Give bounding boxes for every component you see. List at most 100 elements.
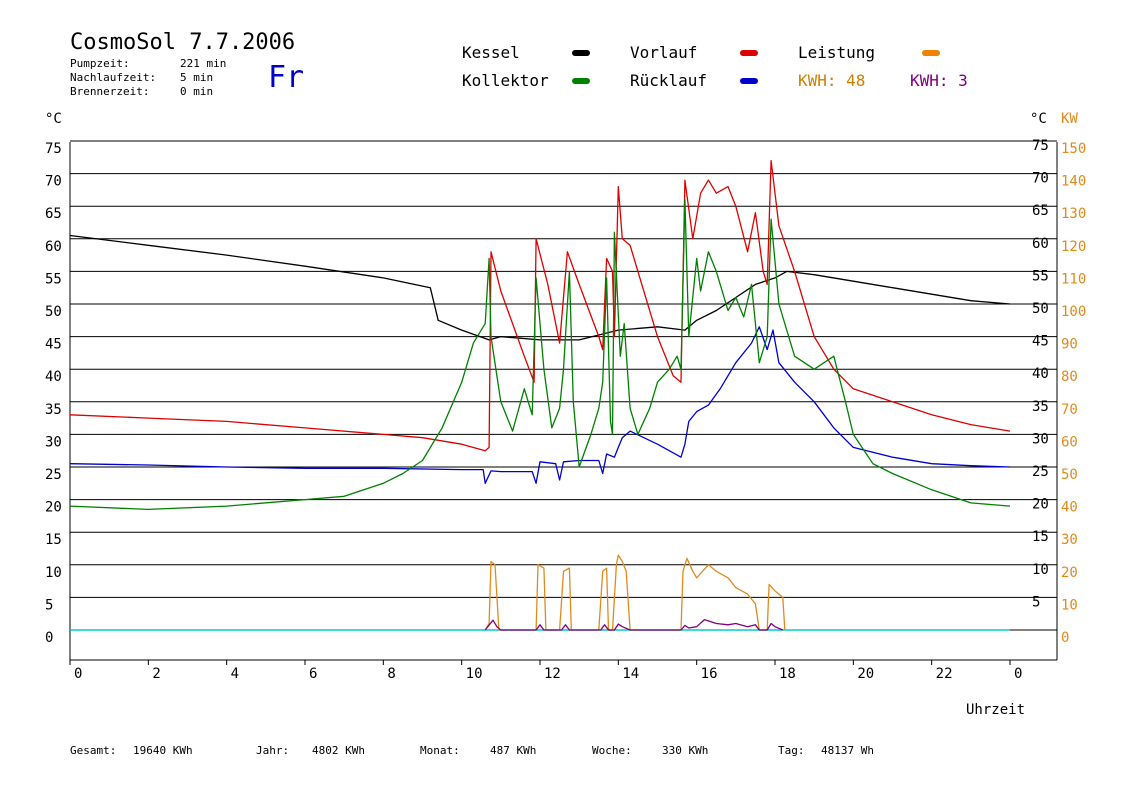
y-tick-left: 25 [45,467,62,483]
y-tick-right-kw: 30 [1061,532,1078,548]
y-tick-right-kw: 10 [1061,597,1078,613]
y-tick-right-kw: 90 [1061,337,1078,353]
x-axis-label: Uhrzeit [966,702,1025,718]
y-tick-right-c: 45 [1032,334,1049,350]
x-tick-label: 2 [152,666,160,682]
y-tick-right-c: 25 [1032,464,1049,480]
y-tick-left: 40 [45,369,62,385]
x-tick-label: 14 [622,666,639,682]
y-tick-left: 70 [45,174,62,190]
y-tick-right-c: 5 [1032,594,1040,610]
footer-tag-label: Tag: [778,744,805,757]
y-tick-left: 55 [45,271,62,287]
y-axis-label-right-c: °C [1030,111,1047,127]
legend-vorlauf-label: Vorlauf [630,43,698,62]
nachlauf-value: 5 min [180,71,214,84]
y-tick-left: 15 [45,532,62,548]
y-tick-right-kw: 40 [1061,500,1078,516]
legend-kessel-swatch [572,50,590,56]
y-tick-right-kw: 140 [1061,174,1086,190]
y-tick-right-c: 35 [1032,399,1049,415]
y-tick-right-c: 60 [1032,236,1049,252]
footer-monat-value: 487 KWh [490,744,537,757]
series-vorlauf-line [69,159,1011,452]
chart-title: CosmoSol 7.7.2006 [70,30,296,55]
footer-jahr-label: Jahr: [256,744,290,757]
y-tick-left: 30 [45,434,62,450]
legend-kollektor-swatch [572,78,590,84]
x-tick-label: 4 [231,666,239,682]
y-tick-right-c: 65 [1032,203,1049,219]
footer-monat-label: Monat: [420,744,460,757]
legend-leistung-label: Leistung [798,43,876,62]
y-tick-left: 75 [45,141,62,157]
legend-kessel-label: Kessel [462,43,520,62]
x-tick-label: 22 [936,666,953,682]
y-tick-left: 0 [45,630,53,646]
y-tick-left: 5 [45,597,53,613]
brenner-value: 0 min [180,85,214,98]
footer-tag-value: 48137 Wh [821,744,874,757]
y-tick-right-c: 50 [1032,301,1049,317]
y-tick-left: 50 [45,304,62,320]
x-tick-label: 10 [466,666,483,682]
y-axis-label-left: °C [45,111,62,127]
y-tick-right-c: 30 [1032,431,1049,447]
series-leistung-line [484,554,786,631]
y-tick-right-kw: 130 [1061,206,1086,222]
y-tick-right-kw: 20 [1061,565,1078,581]
y-tick-right-kw: 150 [1061,141,1086,157]
y-tick-right-c: 70 [1032,171,1049,187]
y-tick-left: 60 [45,239,62,255]
y-tick-right-kw: 80 [1061,369,1078,385]
footer-gesamt-value: 19640 KWh [133,744,193,757]
legend-ruecklauf-swatch [740,78,758,84]
nachlauf-label: Nachlaufzeit: [70,71,157,84]
series-kollektor-line [69,199,1011,511]
footer-woche-value: 330 KWh [662,744,709,757]
y-tick-right-c: 75 [1032,138,1049,154]
legend-leistung-swatch [922,50,940,56]
y-tick-right-c: 40 [1032,366,1049,382]
y-tick-left: 65 [45,206,62,222]
y-tick-right-c: 55 [1032,268,1049,284]
y-tick-right-kw: 70 [1061,402,1078,418]
legend-kwh-total: KWH: 48 [798,71,866,90]
legend-vorlauf-swatch [740,50,758,56]
y-tick-right-kw: 120 [1061,239,1086,255]
series-kwh-3-line [484,618,784,631]
y-axis-label-right-kw: KW [1061,111,1078,127]
x-tick-label: 16 [701,666,718,682]
y-tick-right-kw: 50 [1061,467,1078,483]
y-tick-right-kw: 0 [1061,630,1069,646]
y-tick-right-c: 20 [1032,497,1049,513]
y-tick-left: 20 [45,500,62,516]
series-kessel-line [69,234,1011,341]
legend-kollektor-label: Kollektor [462,71,549,90]
y-tick-right-c: 15 [1032,529,1049,545]
footer-gesamt-label: Gesamt: [70,744,117,757]
x-tick-label: 0 [74,666,82,682]
y-tick-left: 35 [45,402,62,418]
x-tick-label: 18 [779,666,796,682]
y-tick-right-kw: 100 [1061,304,1086,320]
y-tick-left: 10 [45,565,62,581]
pump-value: 221 min [180,57,227,70]
x-tick-label: 20 [857,666,874,682]
footer-woche-label: Woche: [592,744,632,757]
y-tick-right-kw: 110 [1061,271,1086,287]
x-tick-label: 12 [544,666,561,682]
y-tick-right-kw: 60 [1061,434,1078,450]
brenner-label: Brennerzeit: [70,85,150,98]
legend-kwh-second: KWH: 3 [910,71,968,90]
x-tick-label: 8 [387,666,395,682]
y-tick-right-c: 10 [1032,562,1049,578]
legend-ruecklauf-label: Rücklauf [630,71,708,90]
footer-jahr-value: 4802 KWh [312,744,365,757]
series-r-cklauf-line [69,326,1011,484]
x-tick-label: 0 [1014,666,1022,682]
x-tick-label: 6 [309,666,317,682]
y-tick-left: 45 [45,337,62,353]
pump-label: Pumpzeit: [70,57,130,70]
